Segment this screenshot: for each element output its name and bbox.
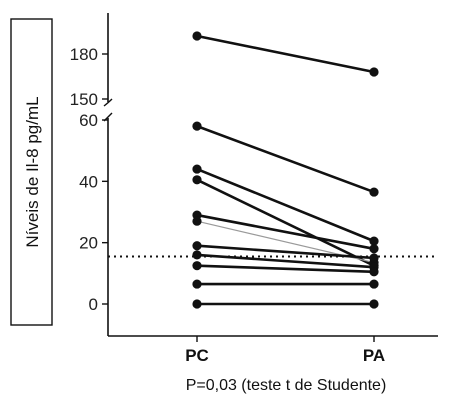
series-pair [192, 261, 379, 277]
series-line [196, 244, 375, 260]
y-tick-label: 150 [70, 90, 98, 109]
series-line [196, 264, 375, 274]
series-line [196, 124, 375, 194]
data-point-pc [192, 31, 202, 41]
y-ticks: 0 20 40 60 150 180 [70, 45, 108, 314]
data-point-pc [192, 279, 202, 289]
data-point-pa [369, 244, 379, 254]
axes [103, 13, 438, 342]
y-tick-label: 20 [79, 234, 98, 253]
data-point-pa [369, 267, 379, 277]
ylabel-box [10, 18, 53, 326]
y-axis-label: Níveis de Il-8 pg/mL [23, 96, 42, 247]
data-point-pa [369, 279, 379, 289]
data-point-pc [192, 164, 202, 174]
category-labels: PC PA [185, 346, 385, 365]
series-line [196, 167, 375, 243]
series-line [196, 213, 375, 251]
series-pair [192, 31, 379, 77]
data-point-pc [192, 175, 202, 185]
series-pair [192, 164, 379, 246]
data-point-pa [369, 187, 379, 197]
data-point-pc [192, 121, 202, 131]
series-line [196, 253, 375, 269]
data-point-pc [192, 250, 202, 260]
y-tick-label: 60 [79, 111, 98, 130]
series-line [196, 34, 375, 74]
data-point-pa [369, 299, 379, 309]
data-point-pc [192, 261, 202, 271]
data-point-pa [369, 236, 379, 246]
series-pair [192, 241, 379, 263]
y-tick-label: 180 [70, 45, 98, 64]
series-pair [192, 121, 379, 197]
data-point-pc [192, 241, 202, 251]
data-point-pc [192, 299, 202, 309]
axis-break-top [103, 98, 113, 107]
data-point-pc [192, 216, 202, 226]
data-point-pa [369, 253, 379, 263]
footnote: P=0,03 (teste t de Studente) [186, 377, 387, 394]
data-point-pa [369, 67, 379, 77]
category-label: PC [185, 346, 209, 365]
series-pair [192, 216, 379, 268]
series-pair [192, 279, 379, 289]
series-group [192, 31, 379, 309]
y-tick-label: 0 [89, 295, 98, 314]
y-tick-label: 40 [79, 172, 98, 191]
category-label: PA [363, 346, 385, 365]
series-pair [192, 299, 379, 309]
series-line [196, 178, 375, 267]
